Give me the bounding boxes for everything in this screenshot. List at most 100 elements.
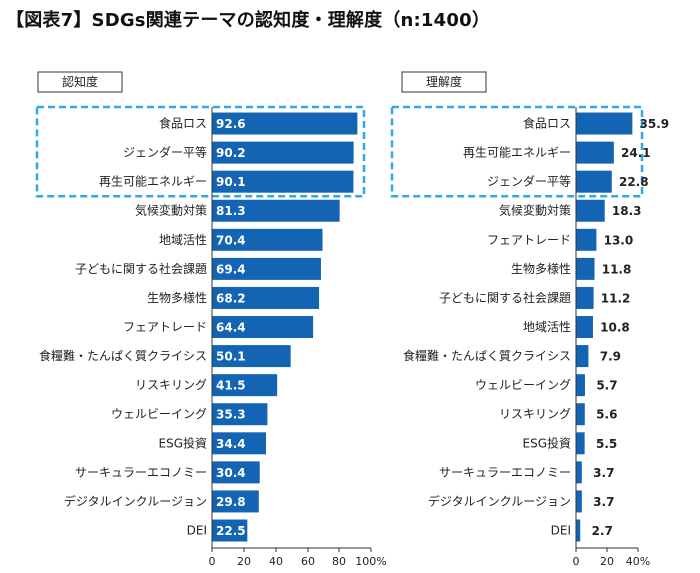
value-label: 5.7 xyxy=(596,379,617,393)
bar xyxy=(576,403,585,426)
bar xyxy=(212,257,321,280)
category-label: 生物多様性 xyxy=(511,262,571,276)
value-label: 64.4 xyxy=(216,321,246,335)
value-label: 29.8 xyxy=(216,495,246,509)
bar xyxy=(576,170,612,193)
bar xyxy=(212,432,267,455)
category-label: サーキュラーエコノミー xyxy=(75,465,207,479)
category-label: ウェルビーイング xyxy=(111,407,207,421)
bar xyxy=(576,141,614,164)
value-label: 70.4 xyxy=(216,233,246,247)
category-label: ESG投資 xyxy=(523,435,572,450)
value-label: 11.2 xyxy=(601,291,631,305)
value-label: 3.7 xyxy=(593,495,614,509)
x-tick-label: 40 xyxy=(269,555,283,568)
category-label: サーキュラーエコノミー xyxy=(439,465,571,479)
panel-header: 認知度 xyxy=(62,74,98,89)
category-label: 気候変動対策 xyxy=(499,203,571,218)
bar xyxy=(212,461,260,484)
bar xyxy=(576,490,582,513)
x-tick-label: 80 xyxy=(332,555,346,568)
x-tick-label: 40% xyxy=(626,555,650,568)
x-tick-label: 0 xyxy=(573,555,580,568)
category-label: 地域活性 xyxy=(159,233,207,247)
value-label: 90.1 xyxy=(216,175,246,189)
value-label: 5.6 xyxy=(596,408,617,422)
bar xyxy=(212,141,354,164)
category-label: リスキリング xyxy=(499,407,571,421)
value-label: 22.5 xyxy=(216,524,246,538)
panel-header-box xyxy=(401,71,487,93)
bar xyxy=(576,345,589,368)
bar xyxy=(576,461,582,484)
bar xyxy=(212,490,259,513)
x-tick-label: 100% xyxy=(355,555,386,568)
x-tick-label: 20 xyxy=(237,555,251,568)
bar xyxy=(212,112,358,135)
category-label: ウェルビーイング xyxy=(475,378,571,392)
x-tick-label: 20 xyxy=(600,555,614,568)
value-label: 5.5 xyxy=(596,437,617,451)
bar xyxy=(212,170,354,193)
bar xyxy=(576,228,597,251)
bar xyxy=(212,345,291,368)
bar xyxy=(212,519,248,542)
category-label: フェアトレード xyxy=(123,320,207,334)
bar xyxy=(212,403,268,426)
category-label: ジェンダー平等 xyxy=(123,145,207,160)
bar xyxy=(576,112,633,135)
value-label: 7.9 xyxy=(600,350,621,364)
value-label: 41.5 xyxy=(216,379,246,393)
category-label: 再生可能エネルギー xyxy=(463,146,571,160)
value-label: 24.1 xyxy=(621,146,651,160)
category-label: デジタルインクルージョン xyxy=(428,493,571,508)
value-label: 11.8 xyxy=(602,262,632,276)
category-label: 食糧難・たんぱく質クライシス xyxy=(39,348,207,363)
category-label: DEI xyxy=(187,524,207,538)
category-label: 再生可能エネルギー xyxy=(99,175,207,189)
category-label: 食糧難・たんぱく質クライシス xyxy=(403,348,571,363)
value-label: 13.0 xyxy=(604,233,634,247)
value-label: 34.4 xyxy=(216,437,246,451)
x-tick-label: 60 xyxy=(301,555,315,568)
value-label: 50.1 xyxy=(216,350,246,364)
bar xyxy=(576,257,595,280)
bar xyxy=(576,374,585,397)
highlight-box xyxy=(390,105,644,198)
category-label: リスキリング xyxy=(135,378,207,392)
category-label: ジェンダー平等 xyxy=(487,174,571,189)
bar xyxy=(212,286,320,309)
value-label: 68.2 xyxy=(216,291,246,305)
value-label: 3.7 xyxy=(593,466,614,480)
category-label: 子どもに関する社会課題 xyxy=(439,290,571,305)
category-label: 子どもに関する社会課題 xyxy=(75,261,207,276)
value-label: 69.4 xyxy=(216,262,246,276)
category-label: 食品ロス xyxy=(159,116,207,131)
chart-title: 【図表7】SDGs関連テーマの認知度・理解度（n:1400） xyxy=(6,10,491,31)
bar xyxy=(576,199,605,222)
bar xyxy=(576,519,581,542)
value-label: 2.7 xyxy=(592,524,613,538)
category-label: 食品ロス xyxy=(523,116,571,131)
value-label: 18.3 xyxy=(612,204,642,218)
panel-header: 理解度 xyxy=(426,74,462,89)
highlight-box xyxy=(35,105,366,198)
bar xyxy=(212,228,323,251)
x-tick-label: 0 xyxy=(209,555,216,568)
category-label: DEI xyxy=(551,524,571,538)
category-label: 気候変動対策 xyxy=(135,203,207,218)
value-label: 10.8 xyxy=(600,321,630,335)
bar xyxy=(576,286,594,309)
category-label: 地域活性 xyxy=(523,320,571,334)
bar xyxy=(212,199,340,222)
bar xyxy=(576,432,585,455)
value-label: 90.2 xyxy=(216,146,246,160)
bar xyxy=(576,316,593,339)
value-label: 22.8 xyxy=(619,175,649,189)
value-label: 92.6 xyxy=(216,117,246,131)
category-label: 生物多様性 xyxy=(147,291,207,305)
bar xyxy=(212,316,314,339)
panel-header-box xyxy=(37,71,123,93)
bar xyxy=(212,374,278,397)
